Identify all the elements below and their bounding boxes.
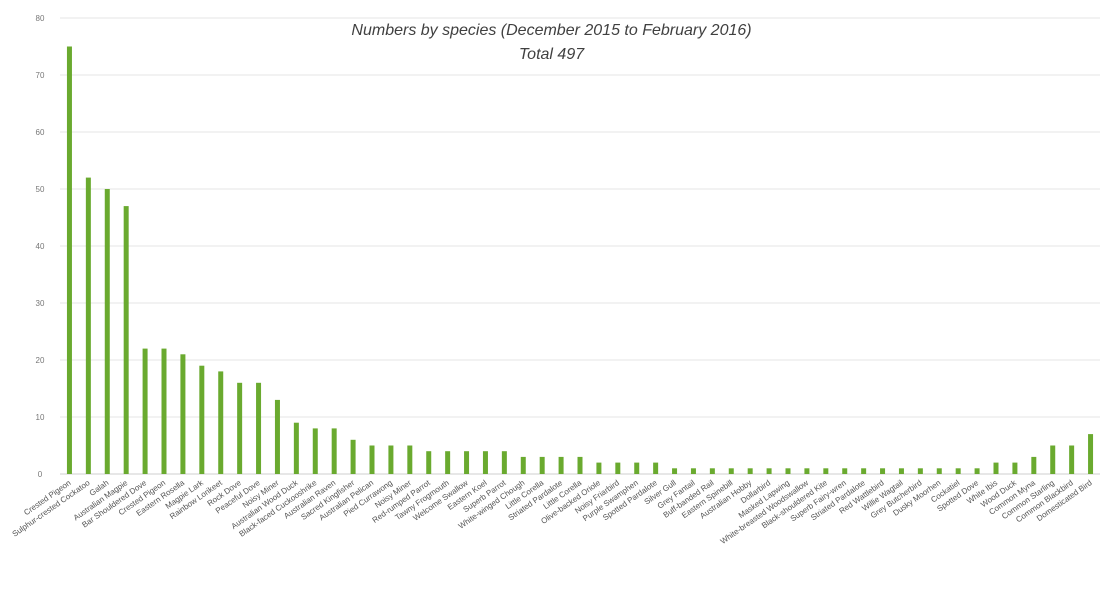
bar [407,445,413,474]
bar [520,456,526,474]
bar [842,468,848,474]
bar [350,439,356,474]
bar [974,468,980,474]
bar [804,468,810,474]
bar [199,365,205,474]
bar [445,451,451,474]
bar [1069,445,1075,474]
bar [1012,462,1018,474]
bar [898,468,904,474]
bar [634,462,640,474]
chart-subtitle: Total 497 [518,46,585,63]
bar [1050,445,1056,474]
bar [274,399,280,474]
bar [142,348,148,474]
bar [256,382,262,474]
bar [482,451,488,474]
y-tick-label: 60 [36,128,45,137]
bar [728,468,734,474]
bar [785,468,791,474]
bar [577,456,583,474]
bar [615,462,621,474]
y-tick-label: 30 [36,299,45,308]
bar [180,354,186,474]
bar [747,468,753,474]
bar [312,428,318,474]
bar [293,422,299,474]
bar [880,468,886,474]
bar [66,46,72,474]
bar [501,451,507,474]
bar [369,445,375,474]
bar [426,451,432,474]
bar [993,462,999,474]
bar [558,456,564,474]
bar [331,428,337,474]
y-tick-label: 70 [36,71,45,80]
y-tick-label: 20 [36,356,45,365]
bar [596,462,602,474]
bar [104,189,110,474]
y-tick-label: 10 [36,413,45,422]
bar [653,462,659,474]
bar [1031,456,1037,474]
bar [388,445,394,474]
y-tick-label: 40 [36,242,45,251]
y-tick-label: 80 [36,14,45,23]
bar [709,468,715,474]
bar [690,468,696,474]
bar [1088,434,1094,474]
bar [823,468,829,474]
bar [861,468,867,474]
bar [123,206,129,474]
chart-title: Numbers by species (December 2015 to Feb… [351,22,752,39]
y-tick-label: 50 [36,185,45,194]
bar [464,451,470,474]
bar [936,468,942,474]
bar [85,177,91,474]
bar [539,456,545,474]
bar [955,468,961,474]
bar [218,371,224,474]
bar [672,468,678,474]
bar [917,468,923,474]
bar [161,348,167,474]
bar [766,468,772,474]
y-tick-label: 0 [38,470,43,479]
bar [237,382,243,474]
